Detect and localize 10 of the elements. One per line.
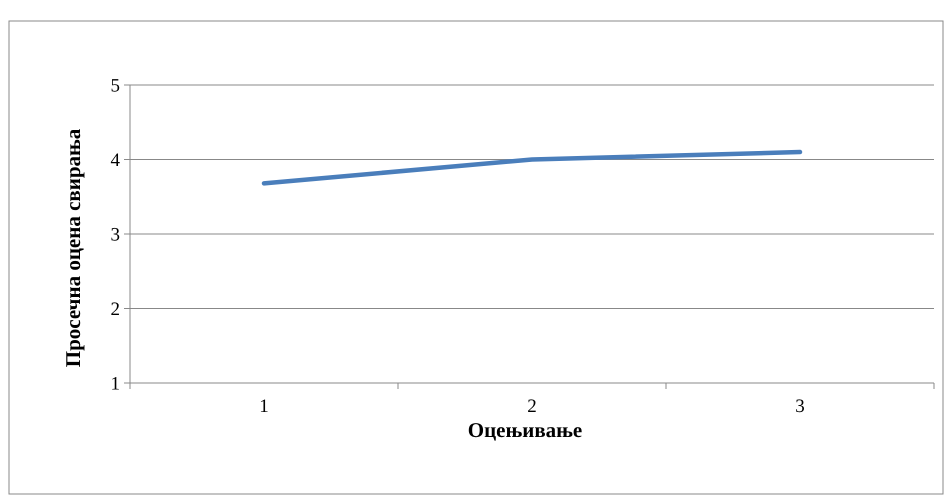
y-tick-label: 2 — [110, 299, 120, 320]
y-tick-label: 5 — [110, 76, 120, 97]
x-tick-label: 2 — [527, 396, 537, 417]
y-tick-label: 4 — [110, 150, 120, 172]
x-axis-title: Оцењивање — [468, 418, 582, 442]
y-tick-label: 1 — [110, 374, 120, 395]
y-axis-title: Просечна оцена свирања — [61, 128, 85, 368]
x-tick-label: 1 — [259, 396, 269, 417]
x-tick-label: 3 — [795, 396, 805, 417]
y-tick-label: 3 — [110, 224, 120, 246]
